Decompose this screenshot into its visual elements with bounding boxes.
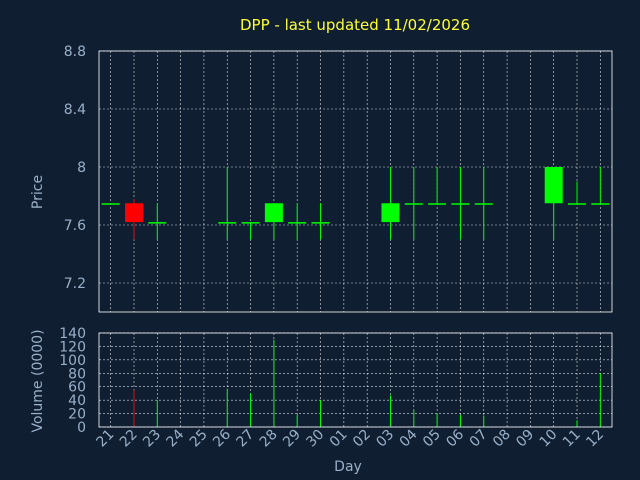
- price-tick-label: 8.4: [64, 102, 86, 118]
- volume-tick-label: 60: [68, 380, 86, 396]
- volume-tick-label: 80: [68, 366, 86, 382]
- volume-tick-label: 100: [59, 353, 86, 369]
- volume-tick-label: 120: [59, 339, 86, 355]
- candle-body: [544, 167, 563, 204]
- x-tick-label: 27: [233, 427, 257, 451]
- candle-body: [568, 203, 587, 205]
- x-tick-label: 26: [210, 426, 234, 450]
- price-tick-label: 7.6: [64, 218, 86, 234]
- x-tick-label: 25: [187, 427, 211, 451]
- candle-body: [288, 222, 307, 224]
- candle-body: [591, 203, 610, 205]
- x-tick-label: 02: [350, 427, 374, 451]
- price-grid: [99, 50, 612, 312]
- x-tick-label: 01: [327, 427, 351, 451]
- volume-tick-label: 140: [59, 326, 86, 342]
- candle-body: [264, 203, 283, 223]
- price-tick-label: 8.8: [64, 44, 86, 60]
- x-tick-label: 04: [397, 426, 421, 450]
- volume-grid: [99, 332, 612, 428]
- x-tick-label: 30: [303, 427, 327, 451]
- x-tick-label: 28: [257, 427, 281, 451]
- x-tick-label: 07: [467, 427, 491, 451]
- candle-body: [311, 222, 330, 224]
- price-tick-labels: 8.8 8.4 8 7.6 7.2: [64, 44, 86, 292]
- x-tick-label: 03: [373, 427, 397, 451]
- x-tick-label: 11: [560, 427, 584, 451]
- chart-title: DPP - last updated 11/02/2026: [240, 16, 470, 34]
- candle-body: [124, 203, 143, 223]
- x-tick-label: 24: [164, 426, 188, 450]
- candle-body: [218, 222, 237, 224]
- candle-body: [381, 203, 400, 223]
- x-tick-label: 12: [583, 427, 607, 451]
- candle-body: [404, 203, 423, 205]
- x-tick-labels: 21 22 23 24 25 26 27 28 29 30 01 02 03 04 05 06 07 08 09 10…: [94, 426, 608, 450]
- volume-axis-label: Volume (0000): [30, 329, 46, 432]
- volume-panel-frame: [98, 332, 613, 428]
- volume-tick-label: 40: [68, 393, 86, 409]
- x-axis-label: Day: [334, 459, 362, 475]
- x-tick-label: 29: [280, 427, 304, 451]
- price-axis-label: Price: [30, 175, 46, 209]
- candle-body: [474, 203, 493, 205]
- price-panel-frame: [98, 50, 613, 313]
- x-tick-label: 05: [420, 427, 444, 451]
- candle-body: [241, 222, 260, 224]
- x-tick-label: 23: [140, 427, 164, 451]
- volume-tick-label: 0: [77, 420, 86, 436]
- volume-bars: [133, 339, 601, 427]
- candle-body: [428, 203, 447, 205]
- x-tick-label: 08: [490, 427, 514, 451]
- candle-body: [101, 203, 120, 205]
- x-tick-label: 09: [513, 427, 537, 451]
- price-tick-label: 7.2: [64, 276, 86, 292]
- x-tick-label: 21: [94, 427, 118, 451]
- x-tick-label: 06: [443, 426, 467, 450]
- candle-body: [148, 222, 167, 224]
- candles: [101, 167, 610, 240]
- x-tick-label: 10: [537, 427, 561, 451]
- candle-body: [451, 203, 470, 205]
- price-tick-label: 8: [77, 160, 86, 176]
- volume-tick-label: 20: [68, 407, 86, 423]
- x-tick-label: 22: [117, 427, 141, 451]
